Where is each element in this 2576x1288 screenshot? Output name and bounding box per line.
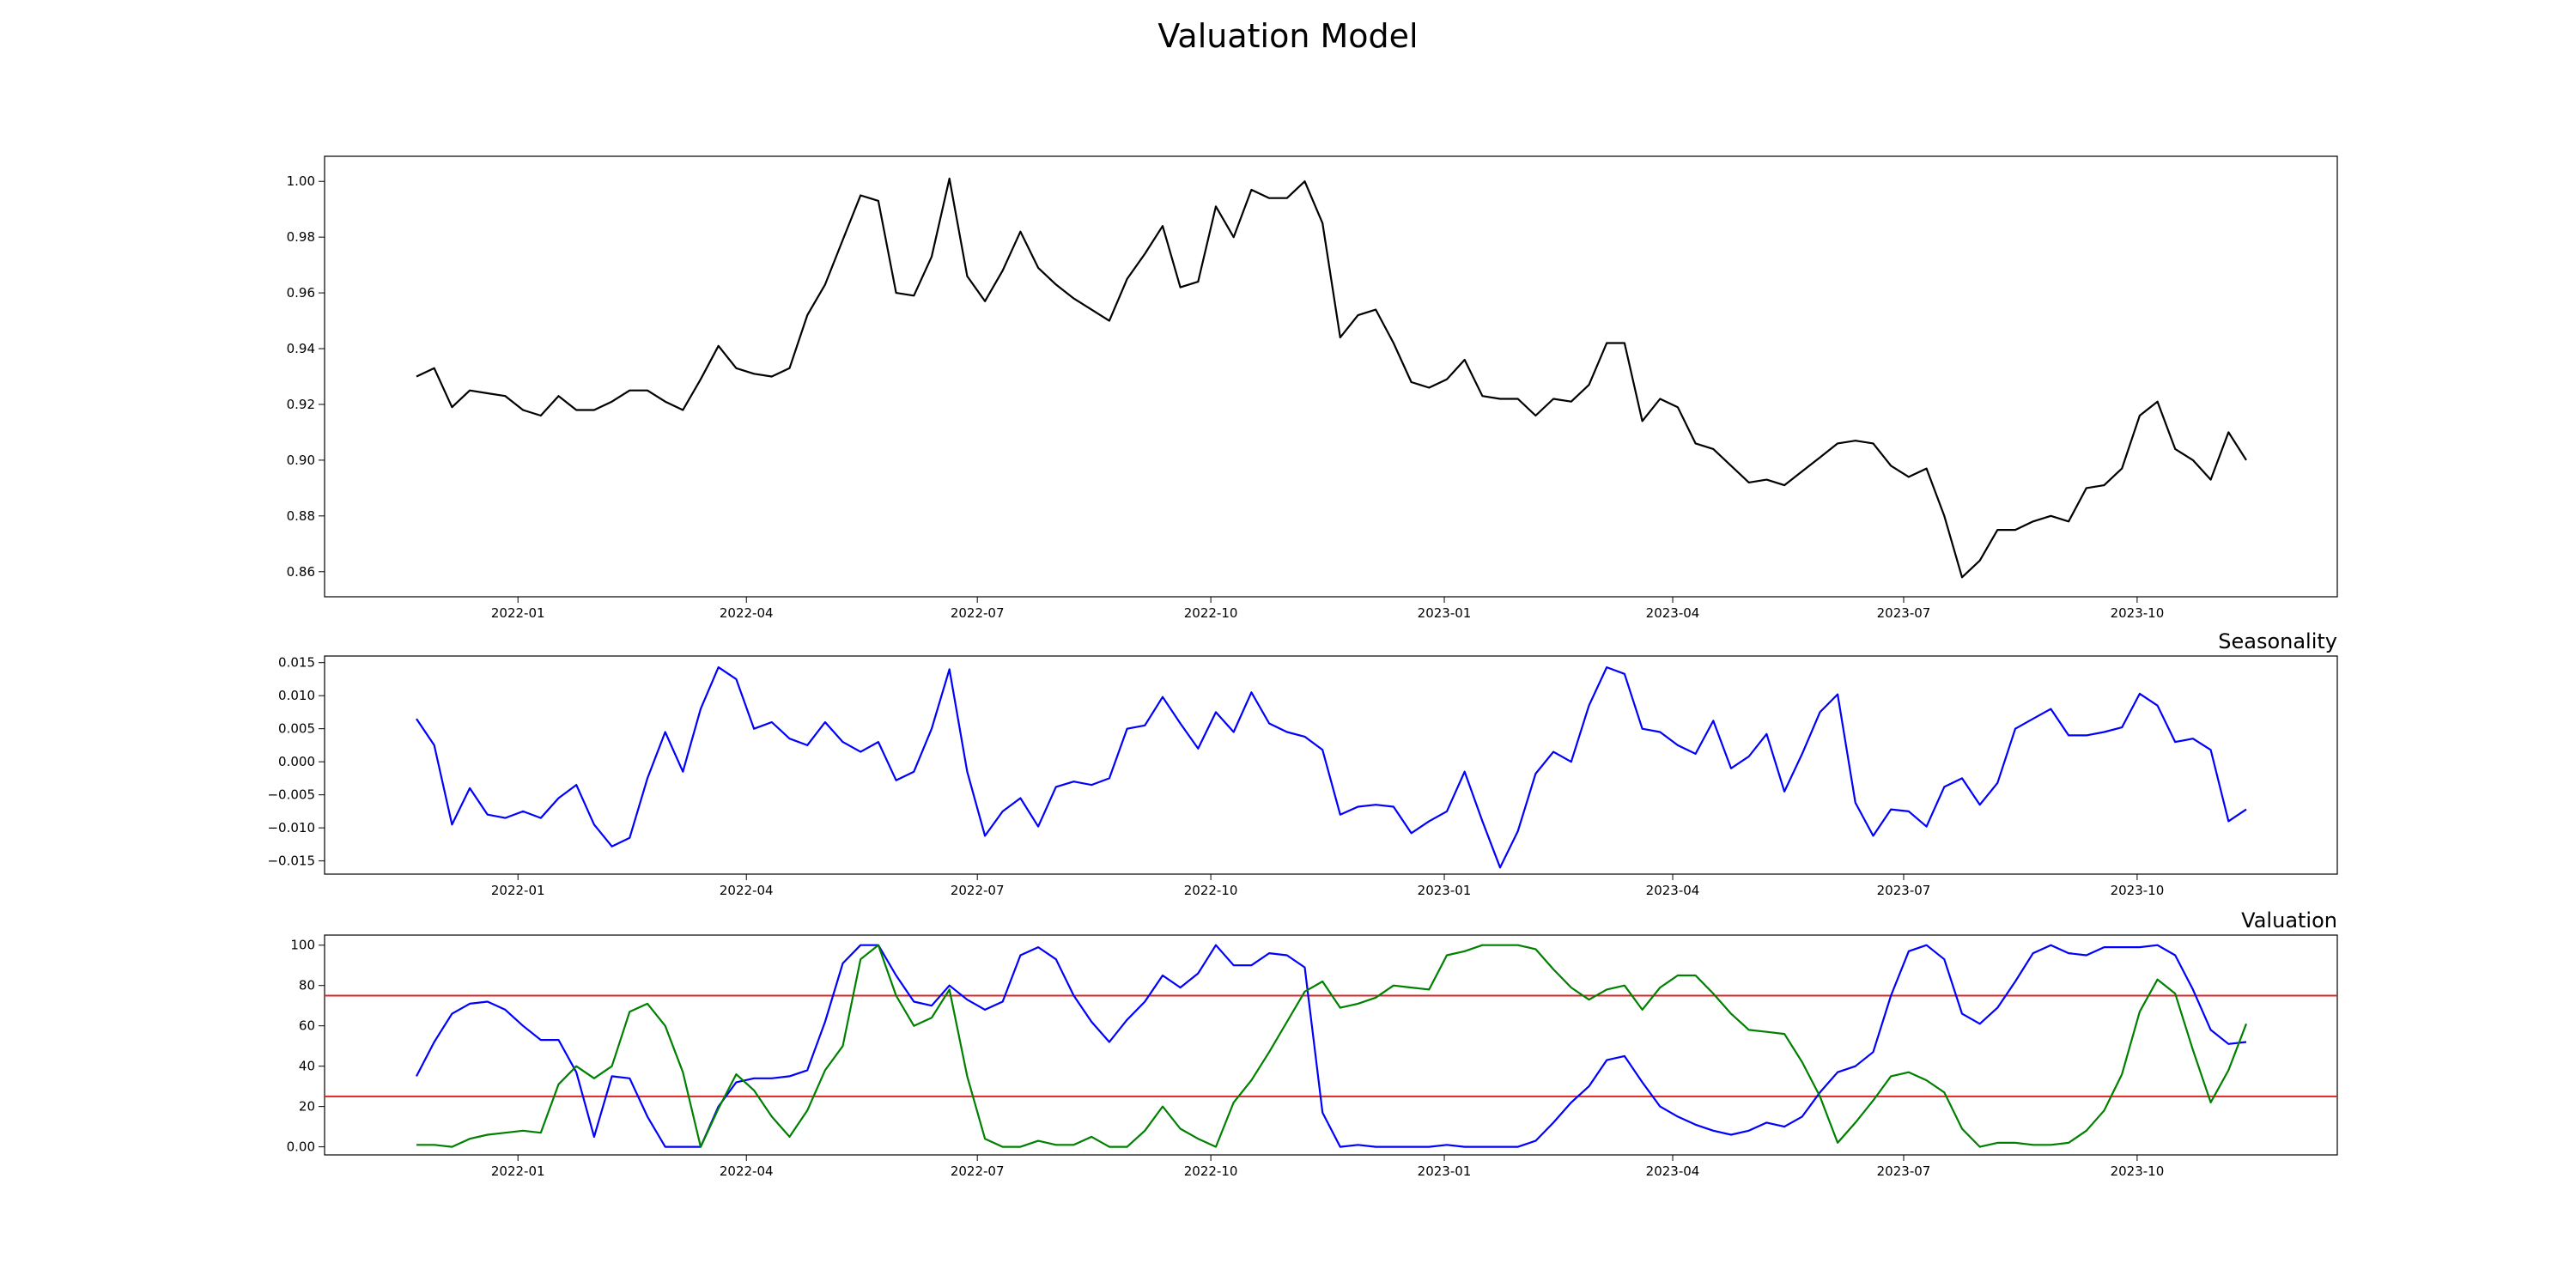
y-tick-label: 0.005 <box>278 721 315 737</box>
x-tick-label: 2023-01 <box>1418 1163 1472 1179</box>
y-tick-label: 1.00 <box>287 173 315 189</box>
y-tick-label: −0.005 <box>267 787 315 803</box>
x-tick-label: 2023-01 <box>1418 883 1472 898</box>
x-tick-label: 2023-04 <box>1646 1163 1700 1179</box>
plot-frame <box>324 934 2338 1156</box>
y-tick-label: 0.015 <box>278 655 315 671</box>
x-tick-label: 2023-04 <box>1646 883 1700 898</box>
chart-title: Valuation Model <box>1157 17 1419 55</box>
x-tick-label: 2022-07 <box>951 605 1005 621</box>
plot-frame <box>324 655 2338 875</box>
y-tick-label: 0.92 <box>287 397 315 412</box>
x-tick-label: 2023-07 <box>1877 1163 1931 1179</box>
series-line-seasonality <box>416 665 2247 869</box>
x-tick-label: 2022-04 <box>720 1163 774 1179</box>
panel-title: Seasonality <box>2218 629 2337 653</box>
x-tick-label: 2023-07 <box>1877 883 1931 898</box>
x-tick-label: 2022-10 <box>1184 883 1238 898</box>
plot-frame <box>324 155 2338 598</box>
y-tick-label: 80 <box>299 978 315 993</box>
y-tick-label: 60 <box>299 1018 315 1034</box>
series-line-valuation_blue <box>416 944 2247 1148</box>
x-tick-label: 2022-10 <box>1184 605 1238 621</box>
y-tick-label: 0.94 <box>287 341 315 356</box>
y-tick-label: 0.88 <box>287 508 315 524</box>
y-tick-label: 0.010 <box>278 688 315 703</box>
x-tick-label: 2022-01 <box>491 883 545 898</box>
y-tick-label: −0.010 <box>267 820 315 835</box>
x-tick-label: 2022-07 <box>951 1163 1005 1179</box>
x-tick-label: 2023-10 <box>2111 883 2165 898</box>
y-tick-label: 20 <box>299 1099 315 1115</box>
y-tick-label: −0.015 <box>267 854 315 869</box>
x-tick-label: 2022-01 <box>491 605 545 621</box>
series-line-price <box>416 177 2247 579</box>
y-tick-label: 40 <box>299 1059 315 1074</box>
y-tick-label: 0.98 <box>287 229 315 245</box>
panel-title: Valuation <box>2241 908 2337 933</box>
x-tick-label: 2022-07 <box>951 883 1005 898</box>
y-tick-label: 0.00 <box>287 1139 315 1155</box>
x-tick-label: 2022-04 <box>720 883 774 898</box>
series-line-valuation_green <box>416 944 2248 1148</box>
x-tick-label: 2022-01 <box>491 1163 545 1179</box>
x-tick-label: 2023-10 <box>2111 1163 2165 1179</box>
x-tick-label: 2022-10 <box>1184 1163 1238 1179</box>
y-tick-label: 0.96 <box>287 285 315 301</box>
x-tick-label: 2023-07 <box>1877 605 1931 621</box>
x-tick-label: 2023-10 <box>2111 605 2165 621</box>
x-tick-label: 2022-04 <box>720 605 774 621</box>
x-tick-label: 2023-01 <box>1418 605 1472 621</box>
y-tick-label: 0.000 <box>278 754 315 769</box>
x-tick-label: 2023-04 <box>1646 605 1700 621</box>
y-tick-label: 100 <box>290 938 315 953</box>
y-tick-label: 0.90 <box>287 453 315 468</box>
y-tick-label: 0.86 <box>287 564 315 580</box>
